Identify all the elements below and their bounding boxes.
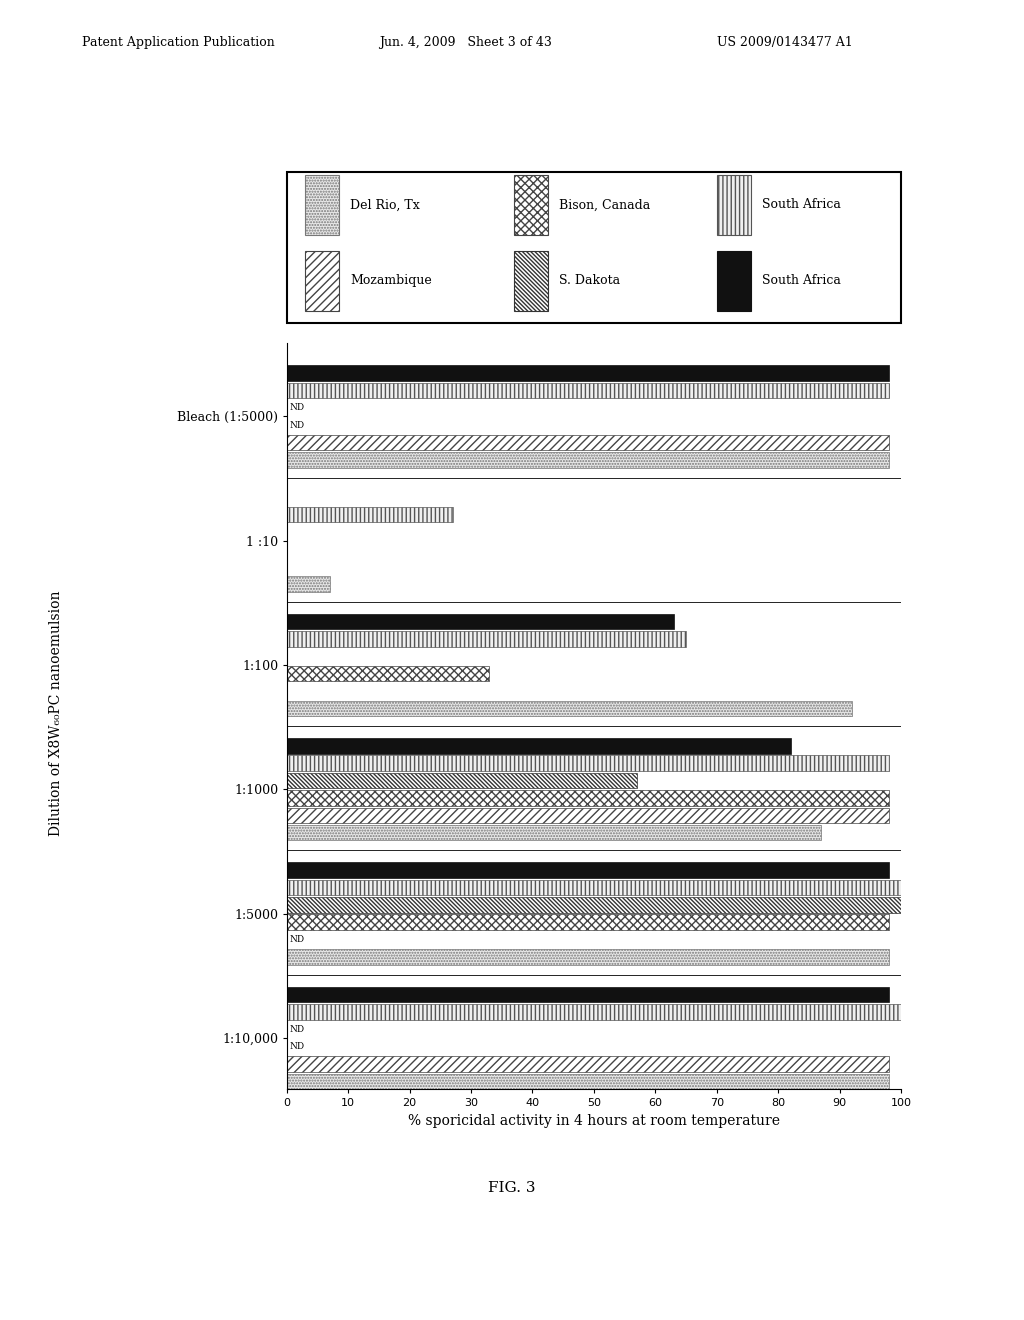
Text: South Africa: South Africa: [762, 275, 841, 288]
Bar: [287, 701, 852, 717]
Text: Mozambique: Mozambique: [350, 275, 432, 288]
Text: ND: ND: [290, 1024, 305, 1034]
Text: Dilution of X8W₆₀PC nanoemulsion: Dilution of X8W₆₀PC nanoemulsion: [49, 590, 63, 836]
Bar: [287, 738, 791, 754]
Bar: [287, 1005, 901, 1019]
Bar: [305, 251, 339, 312]
Bar: [287, 665, 489, 681]
Bar: [287, 825, 821, 841]
Text: Jun. 4, 2009   Sheet 3 of 43: Jun. 4, 2009 Sheet 3 of 43: [379, 36, 552, 49]
Bar: [287, 614, 674, 630]
Bar: [287, 507, 453, 523]
Text: Del Rio, Tx: Del Rio, Tx: [350, 198, 420, 211]
Bar: [287, 434, 889, 450]
Bar: [287, 791, 889, 805]
Bar: [305, 174, 339, 235]
Text: ND: ND: [290, 935, 305, 944]
Bar: [287, 1073, 889, 1089]
Text: Bison, Canada: Bison, Canada: [559, 198, 650, 211]
Text: ND: ND: [290, 1041, 305, 1051]
Bar: [514, 251, 548, 312]
Text: South Africa: South Africa: [762, 198, 841, 211]
Bar: [287, 451, 889, 467]
Text: FIG. 3: FIG. 3: [488, 1181, 536, 1195]
Bar: [287, 949, 889, 965]
X-axis label: % sporicidal activity in 4 hours at room temperature: % sporicidal activity in 4 hours at room…: [408, 1114, 780, 1127]
Bar: [287, 383, 889, 399]
Bar: [287, 1056, 889, 1072]
Bar: [287, 987, 889, 1002]
Bar: [287, 366, 889, 380]
Bar: [287, 862, 889, 878]
Text: ND: ND: [290, 421, 305, 429]
Bar: [287, 577, 330, 591]
Bar: [514, 174, 548, 235]
Bar: [287, 808, 889, 824]
Bar: [717, 251, 751, 312]
Bar: [717, 174, 751, 235]
Bar: [287, 755, 889, 771]
Bar: [287, 631, 686, 647]
Bar: [287, 898, 901, 912]
Bar: [287, 879, 901, 895]
Bar: [287, 772, 637, 788]
Bar: [287, 915, 889, 931]
Text: Patent Application Publication: Patent Application Publication: [82, 36, 274, 49]
Text: S. Dakota: S. Dakota: [559, 275, 620, 288]
Text: ND: ND: [290, 403, 305, 412]
Text: US 2009/0143477 A1: US 2009/0143477 A1: [717, 36, 853, 49]
